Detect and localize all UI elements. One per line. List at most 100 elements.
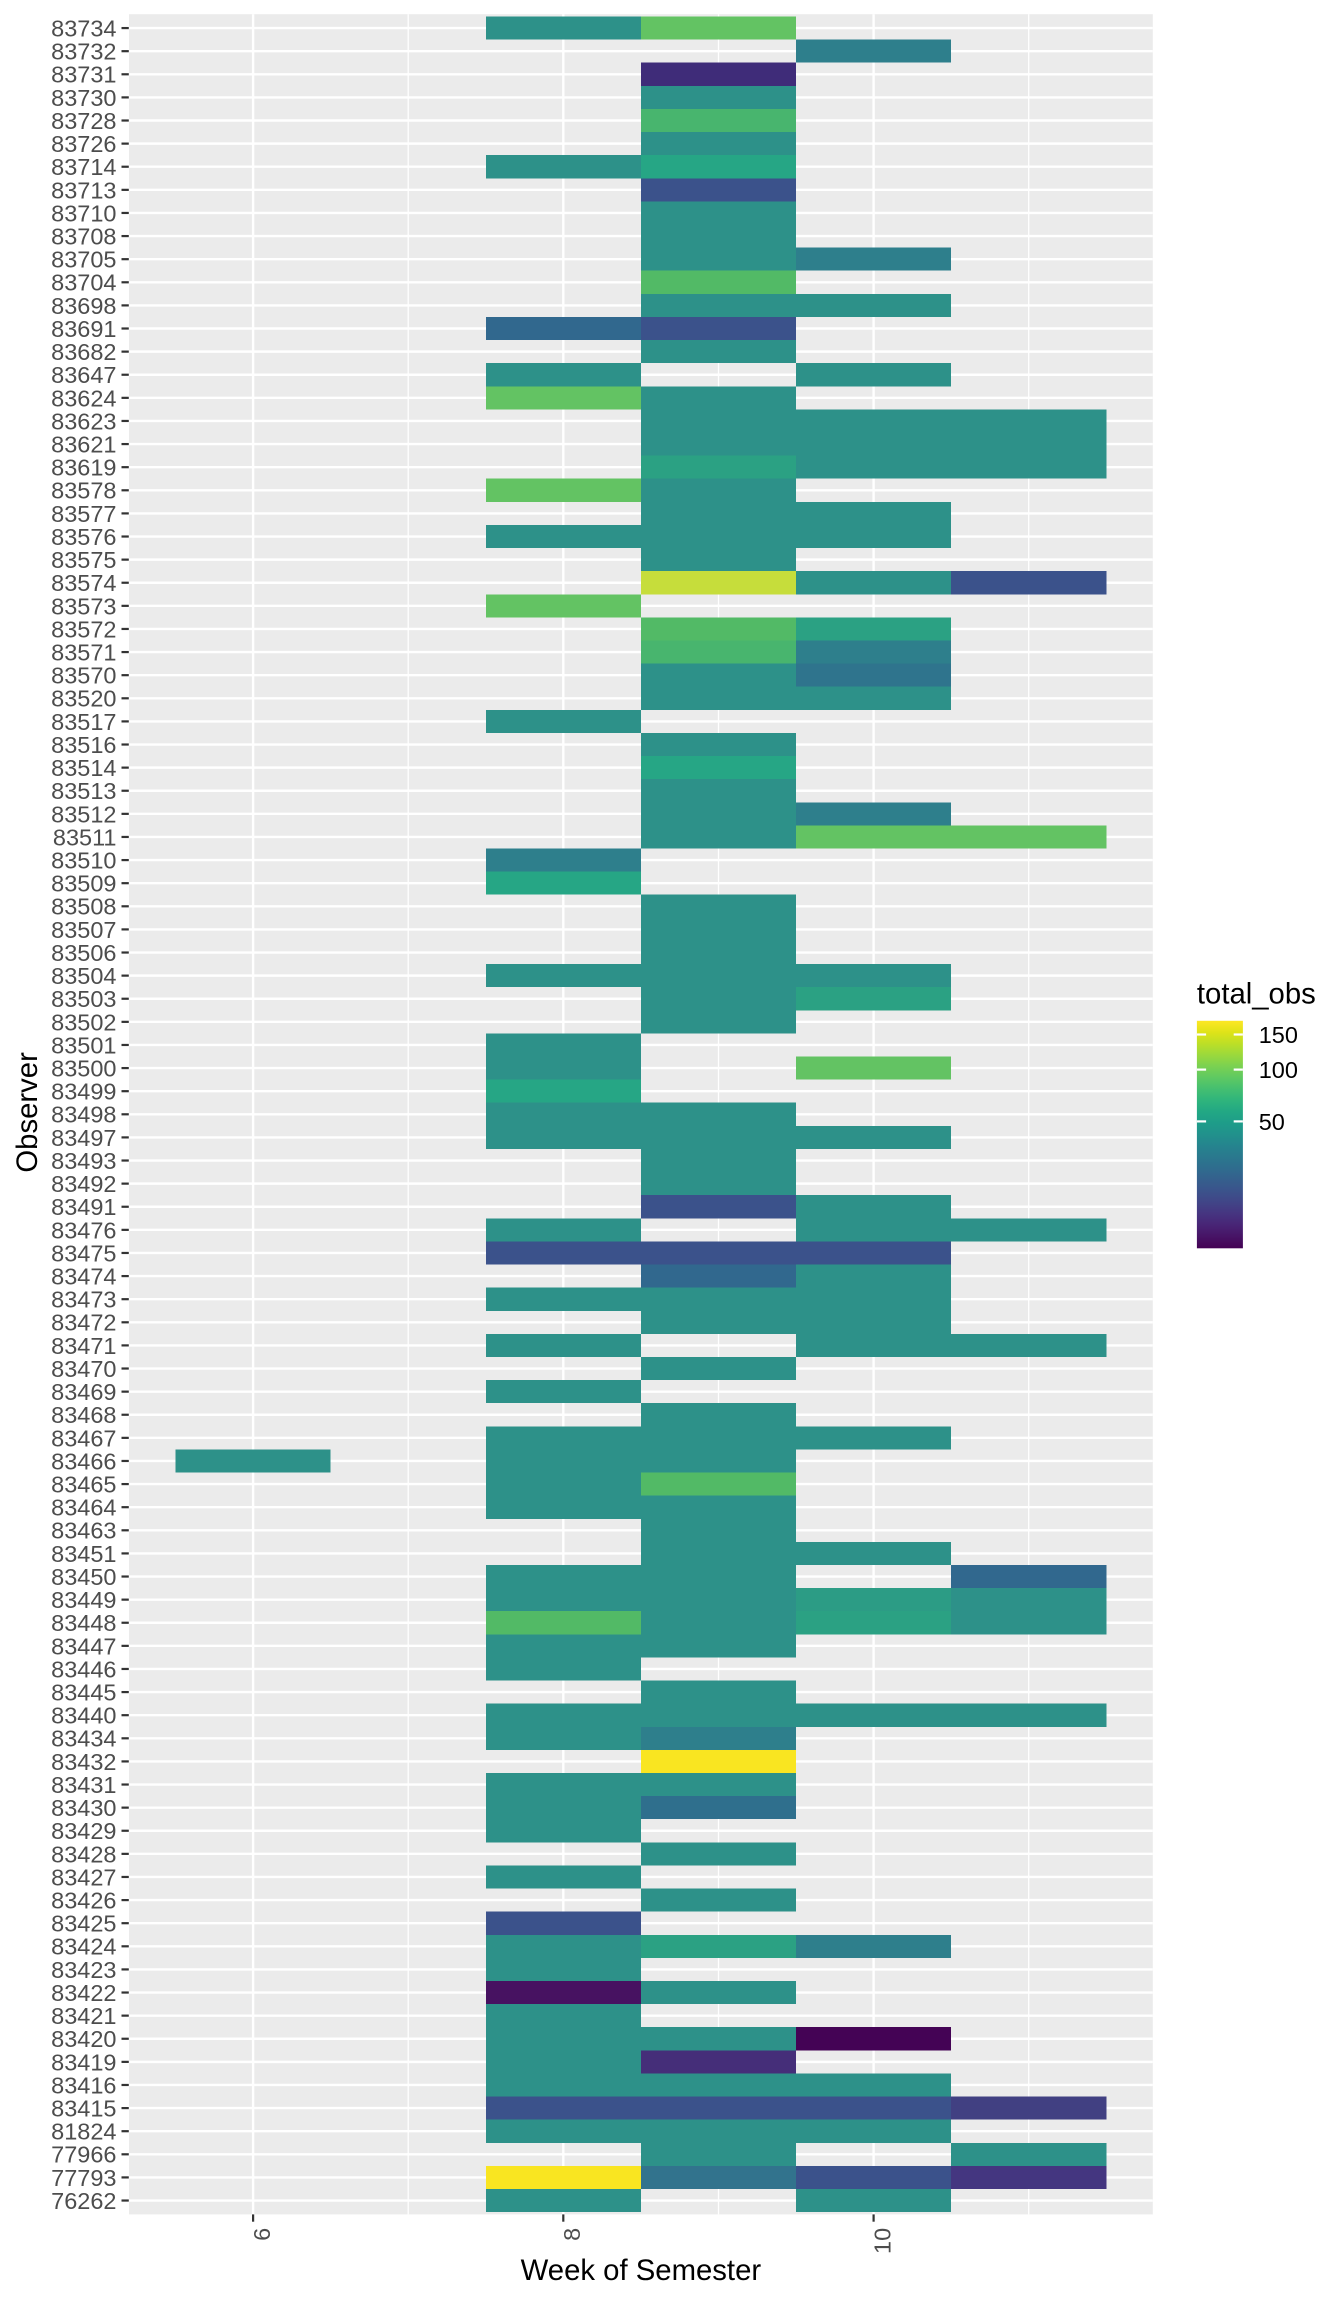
svg-text:83422: 83422 [51,1980,116,2006]
svg-text:83710: 83710 [51,200,116,226]
svg-text:83732: 83732 [51,39,116,65]
svg-text:83421: 83421 [51,2003,116,2029]
svg-text:83493: 83493 [51,1148,116,1174]
svg-text:83468: 83468 [51,1402,116,1428]
svg-text:6: 6 [249,2228,275,2241]
svg-text:77966: 77966 [51,2142,116,2168]
svg-text:83509: 83509 [51,871,116,897]
svg-text:83513: 83513 [51,778,116,804]
svg-text:83425: 83425 [51,1911,116,1937]
svg-text:83571: 83571 [51,639,116,665]
svg-text:83691: 83691 [51,316,116,342]
svg-text:83426: 83426 [51,1887,116,1913]
svg-text:83621: 83621 [51,431,116,457]
svg-text:83713: 83713 [51,177,116,203]
svg-text:83445: 83445 [51,1679,116,1705]
svg-text:83647: 83647 [51,362,116,388]
svg-text:83510: 83510 [51,847,116,873]
svg-text:83506: 83506 [51,940,116,966]
svg-text:83501: 83501 [51,1032,116,1058]
svg-text:83470: 83470 [51,1356,116,1382]
svg-text:83466: 83466 [51,1448,116,1474]
svg-text:83574: 83574 [51,570,116,596]
svg-text:83514: 83514 [51,755,116,781]
svg-text:83734: 83734 [51,15,116,41]
svg-text:83572: 83572 [51,616,116,642]
svg-text:83516: 83516 [51,732,116,758]
svg-text:83578: 83578 [51,478,116,504]
svg-text:83467: 83467 [51,1425,116,1451]
svg-text:83492: 83492 [51,1171,116,1197]
svg-text:83507: 83507 [51,917,116,943]
svg-text:83624: 83624 [51,385,116,411]
svg-text:83423: 83423 [51,1957,116,1983]
svg-text:83503: 83503 [51,986,116,1012]
svg-text:83448: 83448 [51,1610,116,1636]
svg-text:83430: 83430 [51,1795,116,1821]
svg-text:Week of Semester: Week of Semester [521,2254,762,2287]
svg-text:83504: 83504 [51,963,116,989]
svg-text:83731: 83731 [51,62,116,88]
svg-text:83698: 83698 [51,293,116,319]
svg-text:83450: 83450 [51,1564,116,1590]
svg-text:83502: 83502 [51,1009,116,1035]
svg-text:83573: 83573 [51,593,116,619]
svg-text:83440: 83440 [51,1703,116,1729]
svg-text:83447: 83447 [51,1633,116,1659]
svg-text:83463: 83463 [51,1518,116,1544]
svg-text:total_obs: total_obs [1197,978,1316,1011]
svg-text:83449: 83449 [51,1587,116,1613]
svg-text:83431: 83431 [51,1772,116,1798]
svg-text:8: 8 [559,2228,585,2241]
svg-text:83728: 83728 [51,108,116,134]
svg-text:50: 50 [1259,1109,1285,1135]
svg-text:83498: 83498 [51,1102,116,1128]
svg-text:83500: 83500 [51,1055,116,1081]
svg-text:83446: 83446 [51,1656,116,1682]
svg-text:83429: 83429 [51,1818,116,1844]
svg-text:83434: 83434 [51,1726,116,1752]
svg-text:83576: 83576 [51,524,116,550]
svg-text:83704: 83704 [51,270,116,296]
svg-text:83511: 83511 [53,824,117,850]
svg-text:83575: 83575 [51,547,116,573]
svg-text:83424: 83424 [51,1934,116,1960]
svg-text:83419: 83419 [51,2049,116,2075]
svg-text:83473: 83473 [51,1287,116,1313]
svg-text:77793: 77793 [51,2165,116,2191]
svg-text:83420: 83420 [51,2026,116,2052]
svg-text:83682: 83682 [51,339,116,365]
svg-text:83623: 83623 [51,408,116,434]
svg-text:10: 10 [870,2228,896,2254]
svg-text:83416: 83416 [51,2072,116,2098]
svg-text:83472: 83472 [51,1310,116,1336]
svg-text:100: 100 [1259,1057,1298,1083]
svg-text:83474: 83474 [51,1263,116,1289]
svg-text:83432: 83432 [51,1749,116,1775]
svg-text:150: 150 [1259,1022,1298,1048]
svg-text:83471: 83471 [51,1333,116,1359]
svg-text:76262: 76262 [51,2188,116,2214]
svg-text:81824: 81824 [51,2119,116,2145]
svg-text:83577: 83577 [51,501,116,527]
svg-text:83451: 83451 [51,1541,116,1567]
svg-text:83570: 83570 [51,663,116,689]
svg-text:83512: 83512 [51,801,116,827]
svg-text:83730: 83730 [51,85,116,111]
svg-text:83708: 83708 [51,223,116,249]
svg-text:83476: 83476 [51,1217,116,1243]
svg-text:83517: 83517 [51,709,116,735]
svg-text:83508: 83508 [51,894,116,920]
svg-text:83726: 83726 [51,131,116,157]
svg-text:83428: 83428 [51,1841,116,1867]
svg-text:Observer: Observer [11,1052,44,1173]
svg-text:83714: 83714 [51,154,116,180]
svg-text:83465: 83465 [51,1471,116,1497]
svg-text:83619: 83619 [51,455,116,481]
svg-text:83475: 83475 [51,1240,116,1266]
svg-text:83464: 83464 [51,1495,116,1521]
svg-text:83491: 83491 [51,1194,116,1220]
svg-text:83427: 83427 [51,1864,116,1890]
svg-text:83499: 83499 [51,1079,116,1105]
svg-text:83469: 83469 [51,1379,116,1405]
